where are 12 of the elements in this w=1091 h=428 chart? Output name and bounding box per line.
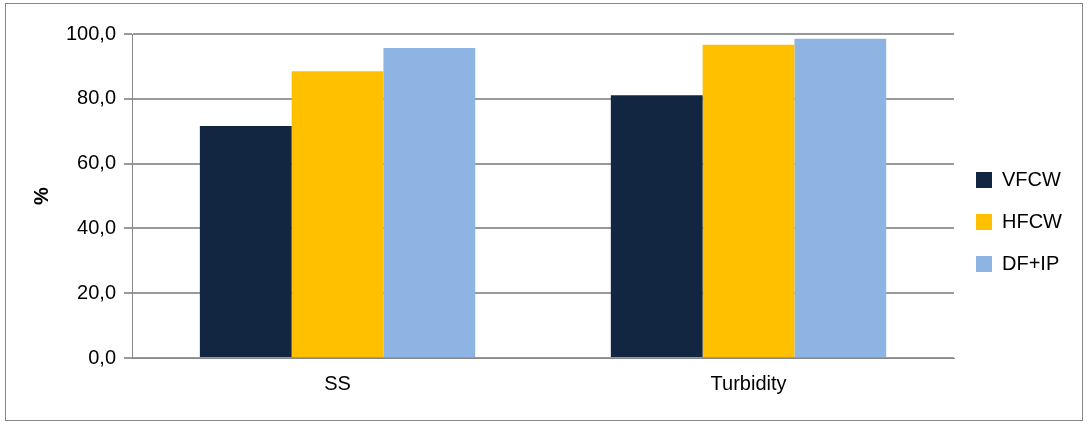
y-tick-label: 40,0 (77, 215, 117, 238)
y-tick-label: 80,0 (77, 86, 117, 109)
y-tick-label: 0,0 (88, 345, 117, 368)
y-tick-label: 60,0 (77, 151, 117, 174)
legend-label: VFCW (1002, 167, 1062, 190)
y-axis-title: % (29, 186, 52, 205)
y-tick-label: 20,0 (77, 280, 117, 303)
x-tick-label: Turbidity (710, 371, 787, 394)
x-tick-label: SS (324, 371, 351, 394)
legend-label: HFCW (1002, 209, 1063, 232)
y-tick-label: 100,0 (65, 21, 117, 44)
legend-label: DF+IP (1002, 251, 1060, 274)
